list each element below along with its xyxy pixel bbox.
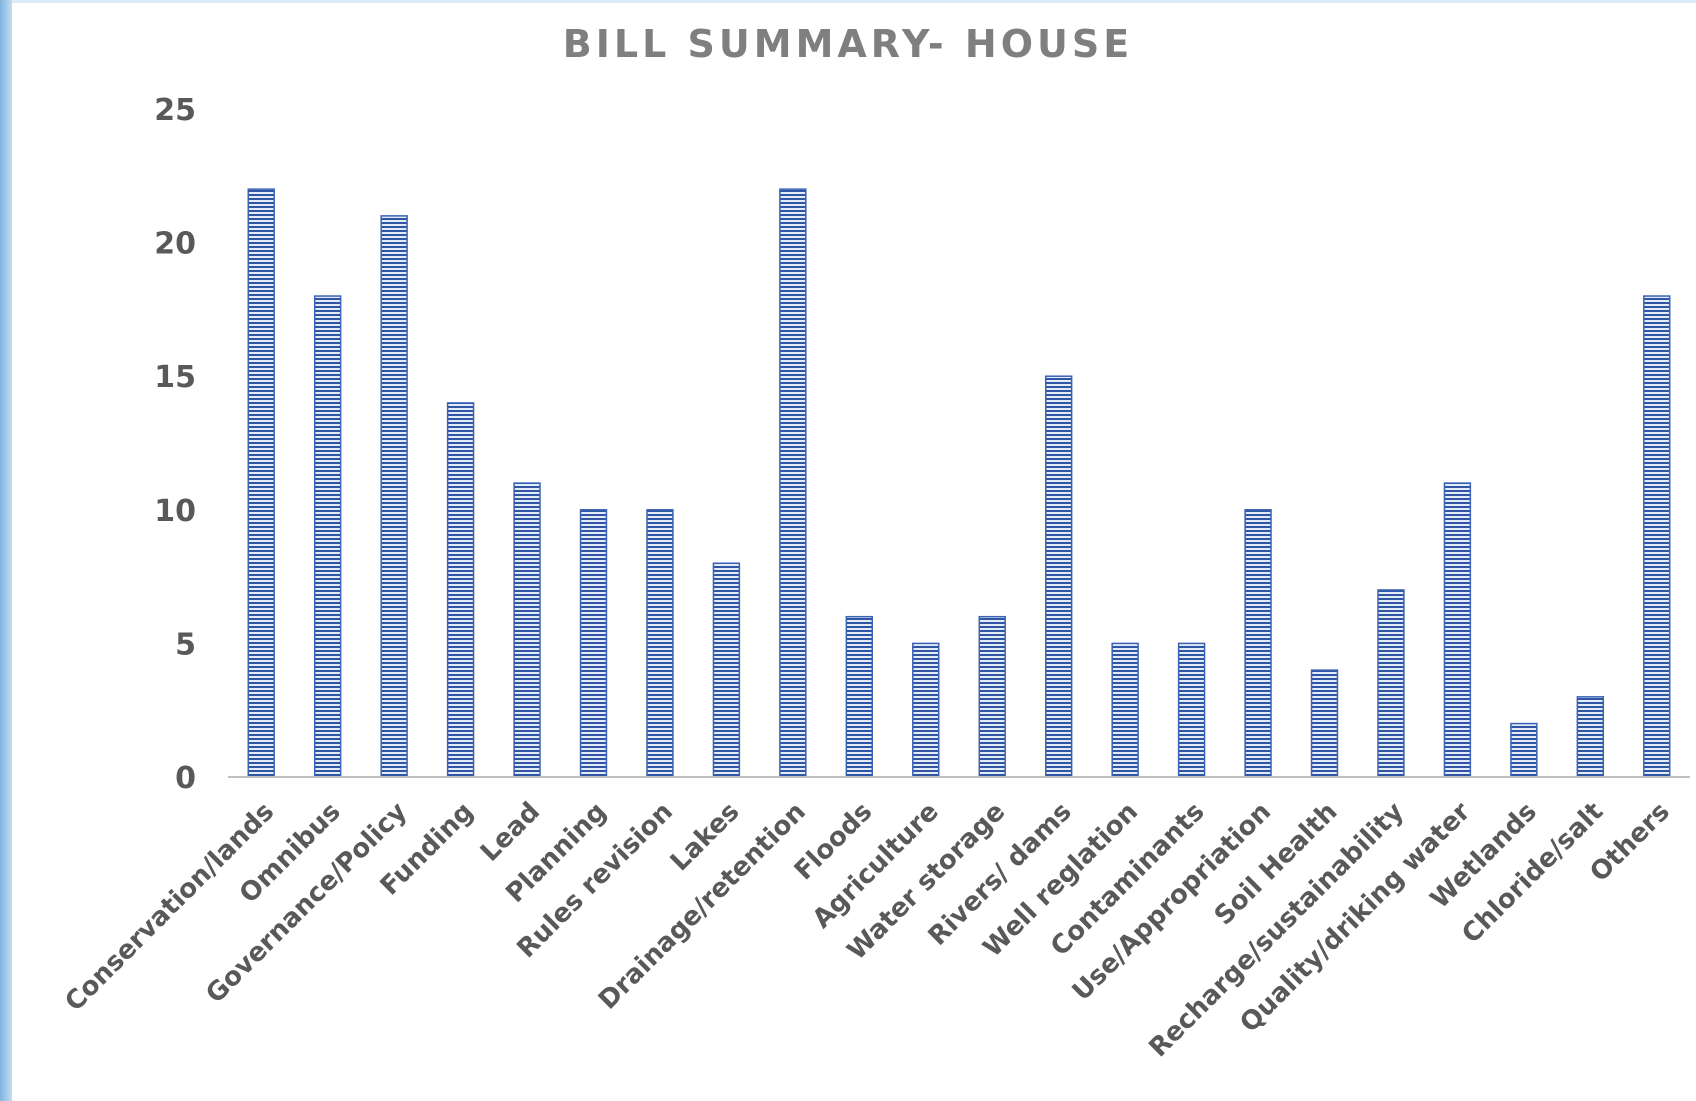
chart-frame (12, 0, 1696, 1101)
bar (513, 482, 541, 778)
bar (1177, 642, 1206, 778)
bar (1044, 375, 1073, 778)
bar (1310, 669, 1339, 778)
bar (380, 215, 408, 778)
y-tick-label: 20 (154, 227, 196, 262)
bar (247, 188, 275, 778)
y-tick-label: 5 (175, 627, 196, 662)
bar (313, 295, 342, 778)
bar (978, 615, 1006, 778)
bar (579, 509, 608, 778)
x-tick-label: Conservation/lands (59, 797, 280, 1018)
bars (247, 188, 1671, 778)
y-tick-label: 10 (154, 494, 196, 529)
bar (446, 402, 475, 778)
chart-title: BILL SUMMARY- HOUSE (562, 22, 1134, 66)
y-axis: 0 5 10 15 20 25 (154, 93, 196, 796)
bar (912, 642, 940, 778)
bar (1377, 589, 1405, 778)
bar (1443, 482, 1472, 778)
x-axis-labels: Conservation/landsOmnibusGovernance/Poli… (59, 797, 1675, 1064)
bar (1111, 642, 1139, 778)
y-tick-label: 0 (175, 761, 196, 796)
y-tick-label: 15 (154, 360, 196, 395)
bar (779, 188, 807, 778)
bar (1510, 722, 1538, 778)
bar (1576, 696, 1605, 778)
bar (646, 509, 674, 778)
y-tick-label: 25 (154, 93, 196, 128)
bar (845, 615, 874, 778)
bar (712, 562, 741, 778)
bar (1244, 509, 1272, 778)
bar (1643, 295, 1671, 778)
